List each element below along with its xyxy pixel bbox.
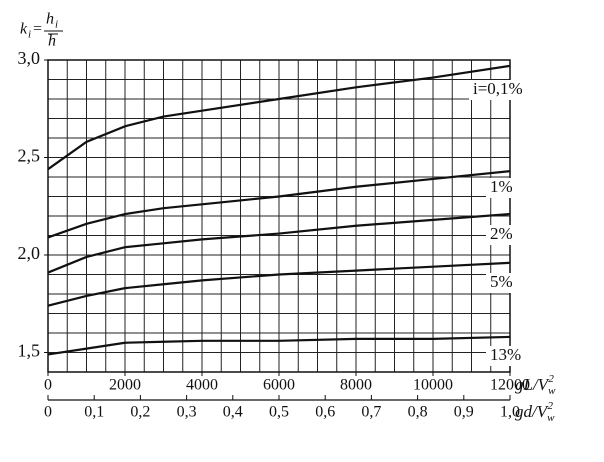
label-bg xyxy=(486,346,526,366)
label-bg xyxy=(486,178,517,198)
label-bg xyxy=(486,273,517,293)
axis-label-sub: w xyxy=(547,412,555,424)
x2-tick-label: 0,9 xyxy=(454,404,474,421)
axis-label-sub: w xyxy=(548,385,556,397)
x-tick-label: 10000 xyxy=(413,377,453,394)
y-tick-label: 2,5 xyxy=(18,146,41,166)
y-tick-label: 2,0 xyxy=(18,243,41,263)
x-tick-label: 8000 xyxy=(340,377,372,394)
series-label: i=0,1% xyxy=(473,79,523,98)
x2-tick-label: 0,4 xyxy=(223,404,243,421)
label-bg xyxy=(469,80,527,100)
y-label-k: k xyxy=(20,21,28,38)
axis-label-main: gd/V xyxy=(515,402,550,421)
series-line xyxy=(47,261,511,307)
series-label: 13% xyxy=(490,345,521,364)
x2-tick-label: 0,5 xyxy=(269,404,289,421)
x2-tick-label: 0,2 xyxy=(130,404,150,421)
series-line xyxy=(47,212,511,274)
y-label-k-sub: i xyxy=(28,29,31,41)
series-label: 5% xyxy=(490,272,513,291)
axis-label: gL/Vw2 xyxy=(515,373,556,397)
y-label-num-sub: i xyxy=(55,19,58,31)
axis-label-sup: 2 xyxy=(547,400,553,412)
x2-tick-label: 0,8 xyxy=(408,404,428,421)
x2-tick-label: 1,0 xyxy=(500,404,520,421)
x2-tick-label: 0,3 xyxy=(177,404,197,421)
x-tick-label: 6000 xyxy=(263,377,295,394)
x2-tick-label: 0,1 xyxy=(84,404,104,421)
label-bg xyxy=(486,225,517,245)
series-line xyxy=(47,64,511,171)
series-label: 2% xyxy=(490,224,513,243)
y-label-eq: = xyxy=(33,21,42,38)
y-label-den: h xyxy=(48,33,56,50)
series-line xyxy=(47,335,511,356)
x2-tick-label: 0,7 xyxy=(361,404,381,421)
x-tick-label: 12000 xyxy=(490,377,530,394)
x2-tick-label: 0 xyxy=(44,404,52,421)
axis-label-main: gL/V xyxy=(515,375,551,394)
x-tick-label: 2000 xyxy=(109,377,141,394)
x2-tick-label: 0,6 xyxy=(315,404,335,421)
x-tick-label: 0 xyxy=(44,377,52,394)
series-label: 1% xyxy=(490,177,513,196)
y-label-num: h xyxy=(46,11,54,28)
axis-label: gd/Vw2 xyxy=(515,400,555,424)
series-line xyxy=(47,170,511,239)
y-tick-label: 1,5 xyxy=(18,341,41,361)
y-tick-label: 3,0 xyxy=(18,48,41,68)
axis-label-sup: 2 xyxy=(548,373,554,385)
x-tick-label: 4000 xyxy=(186,377,218,394)
